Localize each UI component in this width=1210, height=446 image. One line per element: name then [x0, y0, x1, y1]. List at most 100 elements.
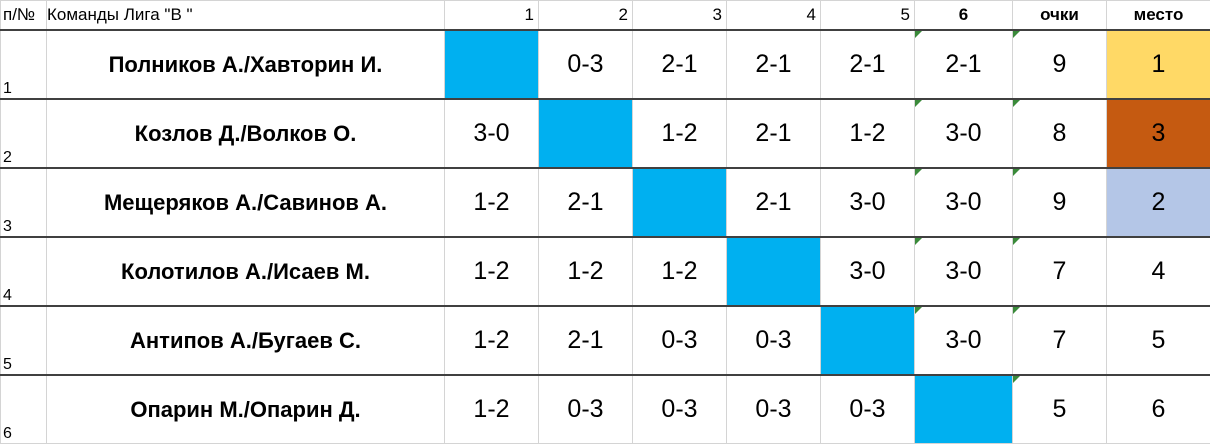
points-cell[interactable]: 5 — [1012, 374, 1107, 444]
table-row: 1 Полников А./Хавторин И. 0-3 2-1 2-1 2-… — [0, 29, 1210, 100]
score-value: 3-0 — [945, 188, 982, 216]
comment-marker-icon — [915, 307, 922, 314]
score-cell[interactable]: 2-1 — [820, 29, 915, 100]
score-cell[interactable]: 2-1 — [538, 305, 633, 376]
points-cell[interactable]: 8 — [1012, 98, 1107, 169]
team-name[interactable]: Антипов А./Бугаев С. — [46, 305, 445, 376]
place-cell[interactable]: 1 — [1106, 29, 1210, 100]
team-name[interactable]: Козлов Д./Волков О. — [46, 98, 445, 169]
score-cell[interactable]: 0-3 — [538, 374, 633, 444]
team-name[interactable]: Колотилов А./Исаев М. — [46, 236, 445, 307]
points-value: 5 — [1052, 395, 1067, 423]
score-cell[interactable]: 1-2 — [444, 167, 539, 238]
points-cell[interactable]: 7 — [1012, 305, 1107, 376]
table-row: 6 Опарин М./Опарин Д. 1-2 0-3 0-3 0-3 0-… — [0, 374, 1210, 444]
score-cell[interactable]: 3-0 — [820, 236, 915, 307]
diagonal-cell[interactable] — [632, 167, 727, 238]
table-row: 5 Антипов А./Бугаев С. 1-2 2-1 0-3 0-3 3… — [0, 305, 1210, 376]
points-value: 7 — [1052, 257, 1067, 285]
score-cell[interactable]: 3-0 — [914, 167, 1013, 238]
header-teams[interactable]: Команды Лига "В " — [46, 0, 445, 31]
header-col-5[interactable]: 5 — [820, 0, 915, 31]
points-cell[interactable]: 9 — [1012, 167, 1107, 238]
score-cell[interactable]: 3-0 — [914, 236, 1013, 307]
diagonal-cell[interactable] — [726, 236, 821, 307]
row-number[interactable]: 2 — [0, 98, 47, 169]
row-number[interactable]: 3 — [0, 167, 47, 238]
header-col-3[interactable]: 3 — [632, 0, 727, 31]
diagonal-cell[interactable] — [914, 374, 1013, 444]
points-value: 8 — [1052, 119, 1067, 147]
points-cell[interactable]: 7 — [1012, 236, 1107, 307]
place-cell[interactable]: 2 — [1106, 167, 1210, 238]
row-number[interactable]: 4 — [0, 236, 47, 307]
score-cell[interactable]: 3-0 — [820, 167, 915, 238]
team-name[interactable]: Мещеряков А./Савинов А. — [46, 167, 445, 238]
score-cell[interactable]: 1-2 — [632, 236, 727, 307]
table-row: 4 Колотилов А./Исаев М. 1-2 1-2 1-2 3-0 … — [0, 236, 1210, 307]
score-cell[interactable]: 2-1 — [538, 167, 633, 238]
header-col-1[interactable]: 1 — [444, 0, 539, 31]
comment-marker-icon — [1013, 238, 1020, 245]
comment-marker-icon — [1013, 376, 1020, 383]
comment-marker-icon — [915, 31, 922, 38]
diagonal-cell[interactable] — [820, 305, 915, 376]
header-points[interactable]: очки — [1012, 0, 1107, 31]
score-cell[interactable]: 1-2 — [538, 236, 633, 307]
diagonal-cell[interactable] — [444, 29, 539, 100]
score-cell[interactable]: 0-3 — [538, 29, 633, 100]
points-value: 7 — [1052, 326, 1067, 354]
comment-marker-icon — [1013, 31, 1020, 38]
score-cell[interactable]: 2-1 — [726, 98, 821, 169]
comment-marker-icon — [1013, 100, 1020, 107]
score-cell[interactable]: 1-2 — [444, 305, 539, 376]
comment-marker-icon — [915, 100, 922, 107]
table-row: 3 Мещеряков А./Савинов А. 1-2 2-1 2-1 3-… — [0, 167, 1210, 238]
score-cell[interactable]: 2-1 — [726, 167, 821, 238]
header-col-2[interactable]: 2 — [538, 0, 633, 31]
team-name[interactable]: Полников А./Хавторин И. — [46, 29, 445, 100]
score-value: 3-0 — [945, 326, 982, 354]
score-cell[interactable]: 2-1 — [914, 29, 1013, 100]
comment-marker-icon — [1013, 307, 1020, 314]
place-cell[interactable]: 5 — [1106, 305, 1210, 376]
row-number[interactable]: 6 — [0, 374, 47, 444]
table-row: 2 Козлов Д./Волков О. 3-0 1-2 2-1 1-2 3-… — [0, 98, 1210, 169]
score-cell[interactable]: 1-2 — [444, 374, 539, 444]
score-value: 3-0 — [945, 119, 982, 147]
score-cell[interactable]: 1-2 — [632, 98, 727, 169]
place-cell[interactable]: 6 — [1106, 374, 1210, 444]
place-cell[interactable]: 3 — [1106, 98, 1210, 169]
comment-marker-icon — [915, 238, 922, 245]
comment-marker-icon — [915, 169, 922, 176]
row-number[interactable]: 1 — [0, 29, 47, 100]
score-cell[interactable]: 1-2 — [820, 98, 915, 169]
score-cell[interactable]: 0-3 — [632, 305, 727, 376]
score-cell[interactable]: 0-3 — [726, 374, 821, 444]
row-number[interactable]: 5 — [0, 305, 47, 376]
place-cell[interactable]: 4 — [1106, 236, 1210, 307]
header-num[interactable]: п/№ — [0, 0, 47, 31]
header-place[interactable]: место — [1106, 0, 1210, 31]
score-cell[interactable]: 3-0 — [914, 98, 1013, 169]
points-value: 9 — [1052, 50, 1067, 78]
score-cell[interactable]: 0-3 — [726, 305, 821, 376]
comment-marker-icon — [1013, 169, 1020, 176]
score-value: 3-0 — [945, 257, 982, 285]
header-row: п/№ Команды Лига "В " 1 2 3 4 5 6 очки м… — [0, 0, 1210, 31]
score-cell[interactable]: 1-2 — [444, 236, 539, 307]
points-value: 9 — [1052, 188, 1067, 216]
score-cell[interactable]: 2-1 — [726, 29, 821, 100]
score-value: 2-1 — [945, 50, 982, 78]
header-col-4[interactable]: 4 — [726, 0, 821, 31]
points-cell[interactable]: 9 — [1012, 29, 1107, 100]
score-cell[interactable]: 2-1 — [632, 29, 727, 100]
score-cell[interactable]: 3-0 — [914, 305, 1013, 376]
score-cell[interactable]: 0-3 — [820, 374, 915, 444]
score-cell[interactable]: 3-0 — [444, 98, 539, 169]
team-name[interactable]: Опарин М./Опарин Д. — [46, 374, 445, 444]
score-cell[interactable]: 0-3 — [632, 374, 727, 444]
header-col-6[interactable]: 6 — [914, 0, 1013, 31]
diagonal-cell[interactable] — [538, 98, 633, 169]
